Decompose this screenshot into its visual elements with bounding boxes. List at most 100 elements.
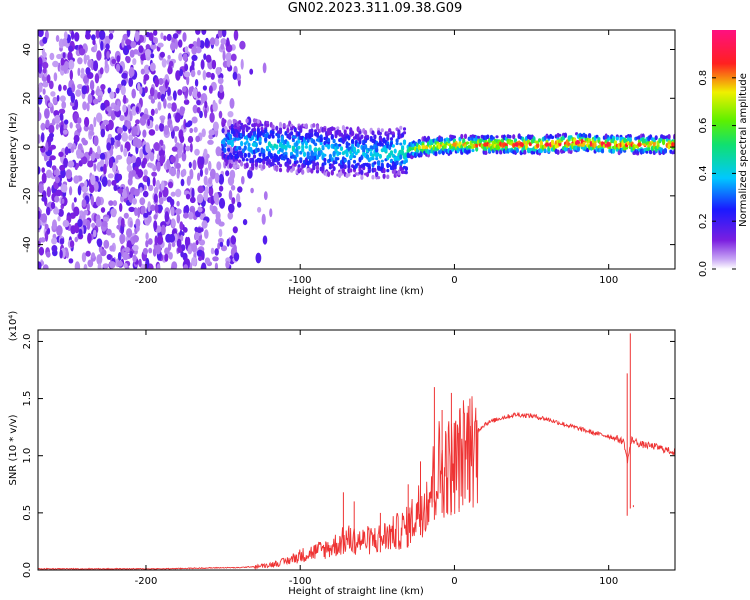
spectrogram-ridge-cell <box>249 131 253 137</box>
spectrogram-noise-cell <box>82 101 87 111</box>
spectrogram-noise-cell <box>95 196 101 207</box>
spectrogram-noise-cell <box>240 58 244 70</box>
spectrogram-ridge-cell <box>476 135 481 139</box>
spectrogram-noise-cell <box>73 175 80 184</box>
spectrogram-noise-cell <box>62 38 68 47</box>
spectrogram-noise-cell <box>102 263 109 269</box>
snr-xtick-label: -100 <box>289 576 312 587</box>
spectrogram-ridge-point <box>313 147 318 152</box>
spectrogram-noise-cell <box>163 125 170 136</box>
spectrogram-noise-cell <box>207 160 212 171</box>
spectrogram-noise-cell <box>185 145 191 152</box>
spectrogram-noise-cell <box>174 39 179 50</box>
spectrogram-noise-cell <box>257 206 262 213</box>
spectrogram-noise-cell <box>97 95 103 102</box>
spectrogram-ridge-cell <box>536 142 540 149</box>
spectrogram-noise-cell <box>164 253 169 262</box>
spectrogram-noise-cell <box>78 228 83 237</box>
spectrogram-noise-cell <box>195 30 201 35</box>
spectrogram-noise-cell <box>108 157 114 169</box>
spectrogram-noise-cell <box>38 246 45 256</box>
spectrogram-noise-cell <box>119 203 123 212</box>
spectrogram-ridge-cell <box>384 147 388 153</box>
spectrogram-noise-cell <box>64 146 69 156</box>
spectrogram-noise-cell <box>226 37 230 47</box>
spectrogram-noise-cell <box>255 252 262 264</box>
spectrogram-ytick-label: 0 <box>22 144 33 150</box>
spectrogram-noise-cell <box>137 207 141 218</box>
spectrogram-noise-cell <box>196 227 203 234</box>
spectrogram-ridge-cell <box>264 129 268 134</box>
spectrogram-noise-cell <box>135 156 142 167</box>
spectrogram-noise-cell <box>129 250 133 258</box>
spectrogram-noise-cell <box>209 37 216 46</box>
spectrogram-noise-cell <box>89 130 95 136</box>
spectrogram-noise-cell <box>195 232 200 241</box>
spectrogram-noise-cell <box>208 129 215 136</box>
spectrogram-ridge-cell <box>304 145 308 149</box>
spectrogram-noise-cell <box>40 122 46 131</box>
spectrogram-noise-cell <box>51 165 57 171</box>
spectrogram-noise-cell <box>189 168 194 180</box>
spectrogram-ridge-cell <box>408 145 412 152</box>
spectrogram-noise-cell <box>128 134 134 141</box>
spectrogram-ridge-point <box>251 142 257 147</box>
spectrogram-ridge-cell <box>364 143 368 150</box>
spectrogram-noise-cell <box>115 63 121 72</box>
spectrogram-noise-cell <box>130 155 137 164</box>
spectrogram-noise-cell <box>46 206 51 216</box>
spectrogram-noise-cell <box>142 113 149 120</box>
spectrogram-ridge-cell <box>330 157 334 162</box>
spectrogram-noise-cell <box>184 122 192 128</box>
spectrogram-noise-cell <box>204 100 208 109</box>
spectrogram-xlabel: Height of straight line (km) <box>288 286 424 297</box>
spectrogram-noise-cell <box>212 121 219 132</box>
spectrogram-ridge-cell <box>452 135 456 139</box>
spectrogram-noise-cell <box>178 52 183 62</box>
spectrogram-noise-cell <box>85 250 91 257</box>
spectrogram-ridge-cell <box>278 128 283 135</box>
spectrogram-ridge-cell <box>417 144 421 151</box>
spectrogram-ridge-cell <box>299 157 303 161</box>
spectrogram-noise-cell <box>97 263 102 269</box>
spectrogram-noise-cell <box>107 179 112 187</box>
spectrogram-noise-cell <box>232 226 238 234</box>
spectrogram-ridge-cell <box>315 169 320 174</box>
spectrogram-ridge-cell <box>293 127 297 133</box>
spectrogram-ridge-cell <box>262 153 266 159</box>
spectrogram-noise-cell <box>117 188 124 194</box>
spectrogram-ridge-cell <box>373 167 377 173</box>
spectrogram-noise-cell <box>147 162 153 168</box>
spectrogram-noise-cell <box>220 38 227 45</box>
spectrogram-ridge-cell <box>402 139 407 146</box>
spectrogram-noise-cell <box>196 107 201 114</box>
spectrogram-noise-cell <box>145 232 149 240</box>
spectrogram-noise-cell <box>176 170 180 179</box>
spectrogram-noise-cell <box>42 81 49 88</box>
spectrogram-noise-cell <box>113 105 121 112</box>
spectrogram-noise-cell <box>109 30 114 34</box>
spectrogram-ridge-cell <box>345 126 349 130</box>
spectrogram-ridge-cell <box>256 147 260 153</box>
spectrogram-ridge-cell <box>271 134 275 139</box>
spectrogram-noise-cell <box>154 76 160 88</box>
colorbar <box>712 30 736 269</box>
spectrogram-noise-cell <box>197 185 204 194</box>
spectrogram-noise-cell <box>175 162 181 170</box>
spectrogram-noise-cell <box>232 71 238 81</box>
spectrogram-noise-cell <box>96 50 102 61</box>
spectrogram-noise-cell <box>74 32 80 42</box>
spectrogram-ridge-cell <box>360 169 364 175</box>
spectrogram-noise-cell <box>68 258 74 264</box>
spectrogram-noise-cell <box>103 163 107 175</box>
spectrogram-ridge-cell <box>336 157 340 161</box>
spectrogram-ridge-cell <box>404 166 408 172</box>
spectrogram-noise-cell <box>49 52 55 61</box>
spectrogram-noise-cell <box>195 135 201 143</box>
spectrogram-noise-cell <box>154 124 159 132</box>
spectrogram-ridge-cell <box>452 138 456 142</box>
spectrogram-ridge-cell <box>247 142 251 147</box>
spectrogram-noise-cell <box>153 214 158 220</box>
spectrogram-noise-cell <box>85 30 90 39</box>
spectrogram-noise-cell <box>123 262 128 268</box>
